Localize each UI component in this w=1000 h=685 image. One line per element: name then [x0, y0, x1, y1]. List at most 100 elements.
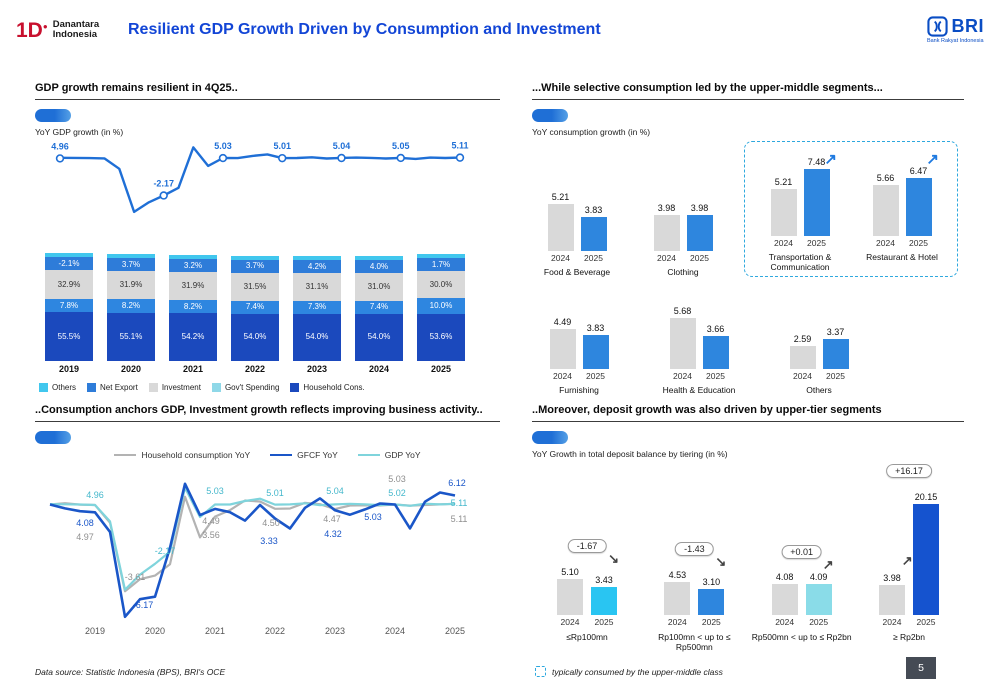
legend-item: Household consumption YoY — [114, 450, 250, 460]
x-axis-year-label: 2019 — [85, 626, 105, 636]
danantara-logo-text: Danantara Indonesia — [52, 18, 100, 40]
segment-net-export: 3.7% — [107, 258, 155, 272]
segment-gov-t-spending: 7.4% — [231, 300, 279, 314]
category-label: Transportation & Communication — [768, 252, 832, 273]
legend-item: GDP YoY — [357, 450, 421, 460]
bar-year-label: 2025 — [909, 238, 928, 248]
segment-net-export: 3.7% — [231, 259, 279, 273]
bar-column: 3.37 2025 — [822, 289, 849, 381]
bar-stack: 6.47 — [905, 156, 932, 236]
bar-stack: 5.21 — [770, 156, 797, 236]
bar-value-label: 3.43 — [595, 575, 613, 586]
bar-year-label: 2025 — [584, 253, 603, 264]
x-axis-year-label: 2023 — [325, 626, 345, 636]
legend-label: Others — [52, 383, 77, 392]
segment-gov-t-spending: 8.2% — [169, 300, 217, 314]
bar-value-label: 5.21 — [774, 177, 793, 188]
segment-household-cons-: 54.0% — [231, 313, 279, 361]
stacked-bar: 3.7% 31.9% 8.2% 55.1% — [107, 249, 155, 361]
legend-item: Gov't Spending — [211, 383, 279, 392]
bar-column: 4.53 2024 — [664, 465, 691, 627]
consumption-group: 4.49 2024 3.83 2025 Furnishing — [534, 289, 624, 395]
bar — [664, 581, 691, 615]
bar-year-label: 2024 — [876, 238, 895, 248]
x-axis-year-label: 2020 — [145, 626, 165, 636]
segment-net-export: -2.1% — [45, 257, 93, 271]
bar-stack: 5.21 — [547, 171, 574, 252]
consumption-group: ↗ 5.21 2024 7.48 2025 Transportation & Commun… — [755, 151, 845, 273]
segment-investment: 31.9% — [107, 271, 155, 300]
bar-value-label: 2.59 — [793, 334, 812, 345]
growth-arrow-icon: ↗ — [926, 151, 939, 168]
panel-gdp-title: GDP growth remains resilient in 4Q25.. — [35, 82, 500, 100]
segment-gov-t-spending: 8.2% — [107, 299, 155, 313]
consumption-group: 3.98 2024 3.98 2025 Clothing — [638, 171, 728, 277]
bar-column: 5.10 2024 — [557, 465, 583, 627]
bar-stack: 3.83 — [582, 289, 609, 370]
bar-column: 3.10 2025 — [698, 465, 725, 627]
segment-net-export: 1.7% — [417, 258, 465, 272]
bar-column: 4.09 2025 — [805, 465, 832, 627]
bar-pair: 4.49 2024 3.83 2025 — [549, 289, 609, 382]
bar-year-label: 2024 — [560, 616, 580, 627]
bar-column: 6.47 2025 — [905, 156, 932, 248]
segment-net-export: 3.2% — [169, 259, 217, 273]
deposit-group: 5.10 2024 3.43 2025 -1.67 ↘ ≤Rp100mn — [536, 465, 638, 653]
bar-pair: 5.66 2024 6.47 2025 — [872, 156, 932, 248]
trend-line-chart: 2019 2020 2021 2022 2023 2024 2025 4.96 4.08 4.97… — [49, 474, 467, 636]
segment-gov-t-spending: 7.8% — [45, 299, 93, 313]
bar-year-label: 2025 — [690, 253, 709, 264]
bar-year-label: 2025 — [586, 371, 605, 382]
stacked-bar: -2.1% 32.9% 7.8% 55.5% — [45, 249, 93, 361]
consumption-group: 5.21 2024 3.83 2025 Food & Beverage — [532, 171, 622, 277]
gdp-line-value-label: 5.05 — [392, 141, 410, 151]
bar — [912, 503, 939, 615]
gdp-bar-column: -2.1% 32.9% 7.8% 55.5% 2019 — [45, 249, 93, 374]
danantara-logo: 1D● Danantara Indonesia — [16, 18, 116, 41]
gdp-line-value-label: 5.11 — [451, 141, 468, 151]
gdp-line-marker — [159, 191, 168, 200]
segment-net-export: 4.2% — [293, 260, 341, 274]
stacked-bar: 3.7% 31.5% 7.4% 54.0% — [231, 249, 279, 361]
bar — [789, 346, 816, 370]
gdp-stacked-bar-chart: -2.1% 32.9% 7.8% 55.5% 2019 3.7% 31.9% 8.2% 55.1… — [35, 249, 500, 374]
bar-value-label: 4.09 — [809, 572, 828, 583]
others-segment — [417, 254, 465, 259]
bar-column: 7.48 2025 — [803, 156, 830, 248]
bar-column: 20.15 2025 — [912, 465, 939, 627]
others-segment — [355, 256, 403, 261]
section-pill — [532, 109, 568, 122]
deposit-group: 4.53 2024 3.10 2025 -1.43 ↘ Rp100mn < up to ≤ … — [643, 465, 745, 653]
gdp-line-marker — [55, 154, 65, 163]
bar — [591, 587, 617, 615]
delta-arrow-icon: ↗ — [822, 556, 834, 572]
legend-line-swatch — [270, 453, 293, 456]
bar-year-label: 2024 — [553, 371, 572, 382]
bar-pair: 5.10 2024 3.43 2025 -1.67 ↘ — [557, 465, 619, 627]
upper-middle-highlight-box: ↗ 5.21 2024 7.48 2025 Transportation & Commun… — [744, 141, 958, 278]
bar-year-label: 2024 — [775, 616, 795, 627]
bar — [580, 216, 607, 252]
trend-value-label: 4.47 — [323, 514, 341, 524]
consumption-bar-row-2: 4.49 2024 3.83 2025 Furnishing 5.68 2024 3.66 20… — [534, 289, 964, 395]
deposit-axis-label: YoY Growth in total deposit balance by t… — [532, 448, 728, 459]
stacked-bar: 1.7% 30.0% 10.0% 53.6% — [417, 249, 465, 361]
bar-year-label: 2024 — [793, 371, 812, 382]
bar-year-label: 2025 — [594, 616, 614, 627]
bar-stack: 4.49 — [549, 289, 576, 370]
delta-badge: +16.17 — [886, 463, 932, 478]
legend-label: Investment — [161, 383, 201, 392]
bar-column: 4.49 2024 — [549, 289, 576, 382]
tier-label: Rp100mn < up to ≤ Rp500mn — [658, 631, 731, 653]
bar-stack: 3.83 — [580, 171, 607, 252]
legend-line-swatch — [114, 453, 137, 456]
bar-column: 3.83 2025 — [582, 289, 609, 382]
trend-value-label: 5.03 — [388, 474, 406, 484]
delta-badge: -1.67 — [567, 538, 607, 553]
panel-growth-trends: ..Consumption anchors GDP, Investment gr… — [35, 404, 500, 645]
bar-stack: 4.53 — [664, 465, 691, 615]
bar-column: 3.98 2024 — [878, 465, 905, 627]
x-axis-year-label: 2023 — [306, 364, 328, 374]
bar-column: 3.83 2025 — [580, 171, 607, 264]
bar-pair: 3.98 2024 3.98 2025 — [653, 171, 713, 264]
